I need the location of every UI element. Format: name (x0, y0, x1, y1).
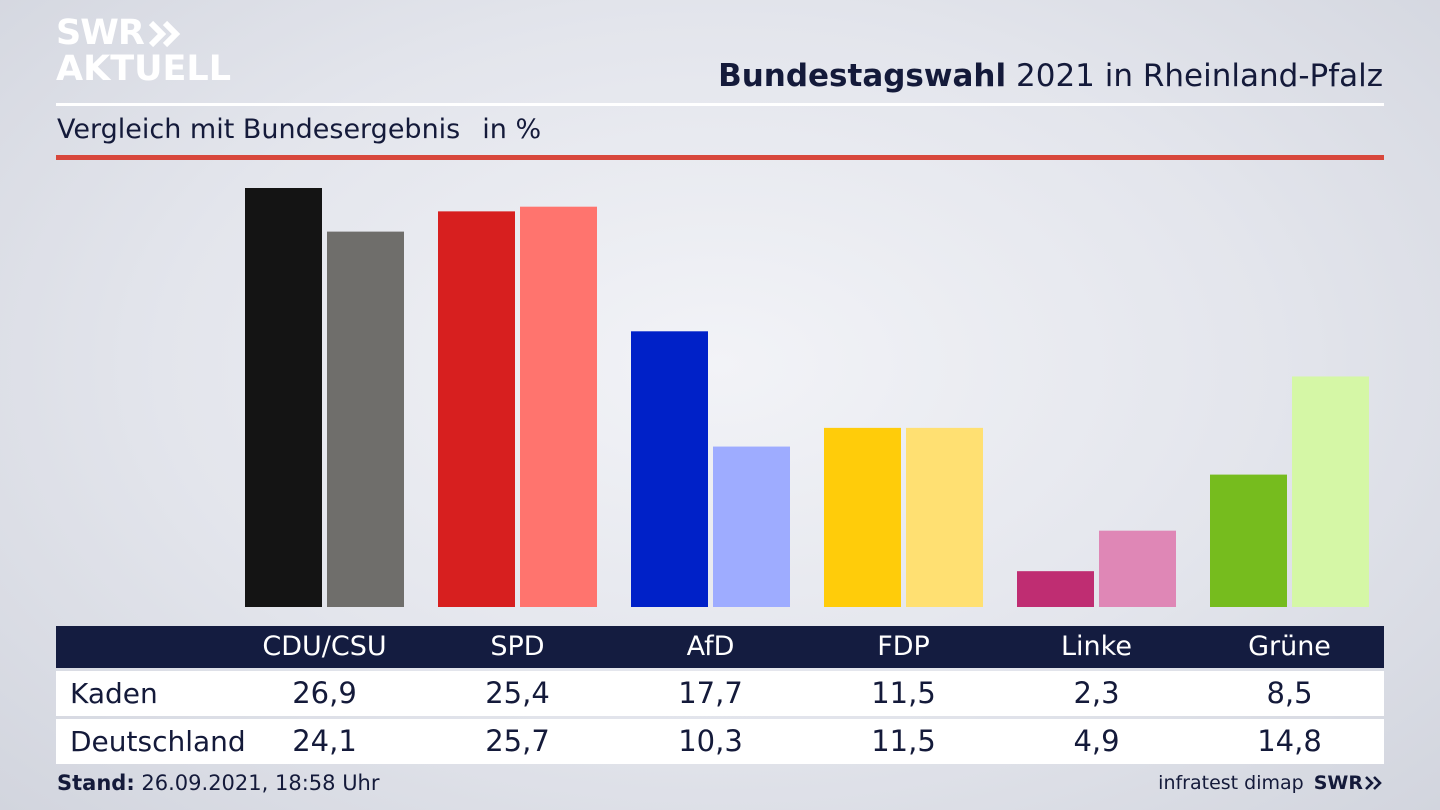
column-header: AfD (686, 631, 735, 662)
subtitle-text: Vergleich mit Bundesergebnis (57, 114, 461, 145)
subtitle-unit: in % (482, 114, 542, 145)
table-row-deutschland: Deutschland 24,1 25,7 10,3 11,5 4,9 14,8 (56, 719, 1384, 764)
chart-subtitle: Vergleich mit Bundesergebnis in % (57, 114, 541, 145)
brand-chevron-icon (1365, 776, 1382, 790)
table-row-kaden: Kaden 26,9 25,4 17,7 11,5 2,3 8,5 (56, 671, 1384, 716)
table-cell-value: 25,7 (485, 724, 550, 758)
table-cell-value: 24,1 (292, 724, 357, 758)
table-cell-value: 4,9 (1073, 724, 1120, 758)
bar-chart (245, 188, 1369, 607)
stand-label: Stand: (57, 771, 135, 795)
double-chevron-icon (148, 20, 182, 48)
table-cell-value: 25,4 (485, 676, 550, 710)
title-rest: 2021 in Rheinland-Pfalz (1016, 58, 1383, 94)
bar-fdp-kaden (824, 427, 901, 607)
bar-grüne-deutschland (1292, 376, 1369, 607)
subtitle-divider (56, 155, 1384, 160)
row-label-kaden: Kaden (70, 677, 158, 710)
page-title: Bundestagswahl 2021 in Rheinland-Pfalz (718, 58, 1383, 94)
bar-cdu-csu-kaden (245, 188, 322, 607)
bar-afd-deutschland (713, 446, 790, 607)
column-header: FDP (877, 631, 930, 662)
table-cell-value: 14,8 (1257, 724, 1322, 758)
bar-spd-kaden (438, 211, 515, 607)
table-cell-value: 10,3 (678, 724, 743, 758)
bar-linke-kaden (1017, 571, 1094, 607)
bar-afd-kaden (631, 331, 708, 607)
logo-swr-text: SWR (56, 13, 145, 53)
table-cell-value: 17,7 (678, 676, 743, 710)
column-header: CDU/CSU (262, 631, 387, 662)
results-table: CDU/CSU SPD AfD FDP Linke Grüne Kaden 26,9 25,… (56, 626, 1384, 764)
source-text: infratest dimap (1158, 772, 1304, 794)
table-cell-value: 11,5 (871, 724, 936, 758)
column-header: Linke (1061, 631, 1132, 662)
swr-brand-text: SWR (1313, 772, 1363, 794)
table-cell-value: 26,9 (292, 676, 357, 710)
bar-linke-deutschland (1099, 530, 1176, 607)
swr-aktuell-logo: SWR AKTUELL (56, 16, 231, 87)
bar-cdu-csu-deutschland (327, 231, 404, 607)
swr-brand: SWR (1314, 772, 1383, 794)
logo-aktuell-text: AKTUELL (56, 49, 232, 89)
column-header: SPD (490, 631, 545, 662)
column-header: Grüne (1248, 631, 1331, 662)
bar-grüne-kaden (1210, 474, 1287, 607)
bar-spd-deutschland (520, 206, 597, 607)
timestamp: Stand: 26.09.2021, 18:58 Uhr (57, 771, 380, 795)
title-divider (56, 103, 1384, 106)
source-credit: infratest dimap SWR (1158, 772, 1383, 794)
table-cell-value: 2,3 (1073, 676, 1120, 710)
table-cell-value: 11,5 (871, 676, 936, 710)
bar-fdp-deutschland (906, 427, 983, 607)
stand-value: 26.09.2021, 18:58 Uhr (141, 771, 380, 795)
row-label-deutschland: Deutschland (70, 725, 246, 758)
title-bold: Bundestagswahl (718, 58, 1007, 94)
table-header-row: CDU/CSU SPD AfD FDP Linke Grüne (56, 626, 1384, 668)
table-cell-value: 8,5 (1266, 676, 1313, 710)
